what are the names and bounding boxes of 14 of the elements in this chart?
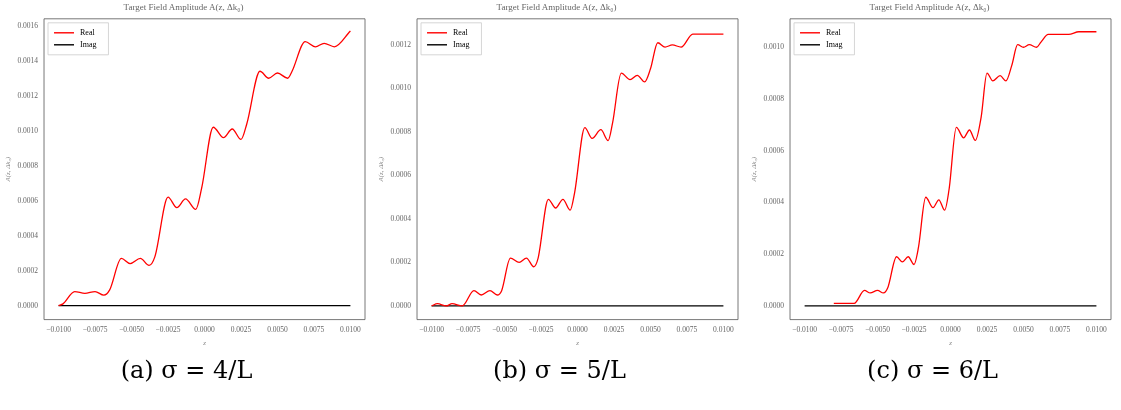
line-series <box>430 33 725 307</box>
legend-label: Real <box>80 27 96 37</box>
text: (a) σ = 4/L <box>119 356 254 384</box>
legend-label: Imag <box>826 39 843 49</box>
line-series <box>57 30 352 307</box>
chart-title: Target Field Amplitude A(z, Δk₀) <box>496 1 617 12</box>
legend-label: Imag <box>80 39 97 49</box>
legend-label: Imag <box>453 39 470 49</box>
chart-title: Target Field Amplitude A(z, Δk₀) <box>123 1 244 12</box>
legend-label: Real <box>826 27 842 37</box>
chart-title: Target Field Amplitude A(z, Δk₀) <box>869 1 990 12</box>
text: (b) σ = 5/L <box>492 356 627 384</box>
text: (c) σ = 6/L <box>866 356 999 384</box>
legend-label: Real <box>453 27 469 37</box>
